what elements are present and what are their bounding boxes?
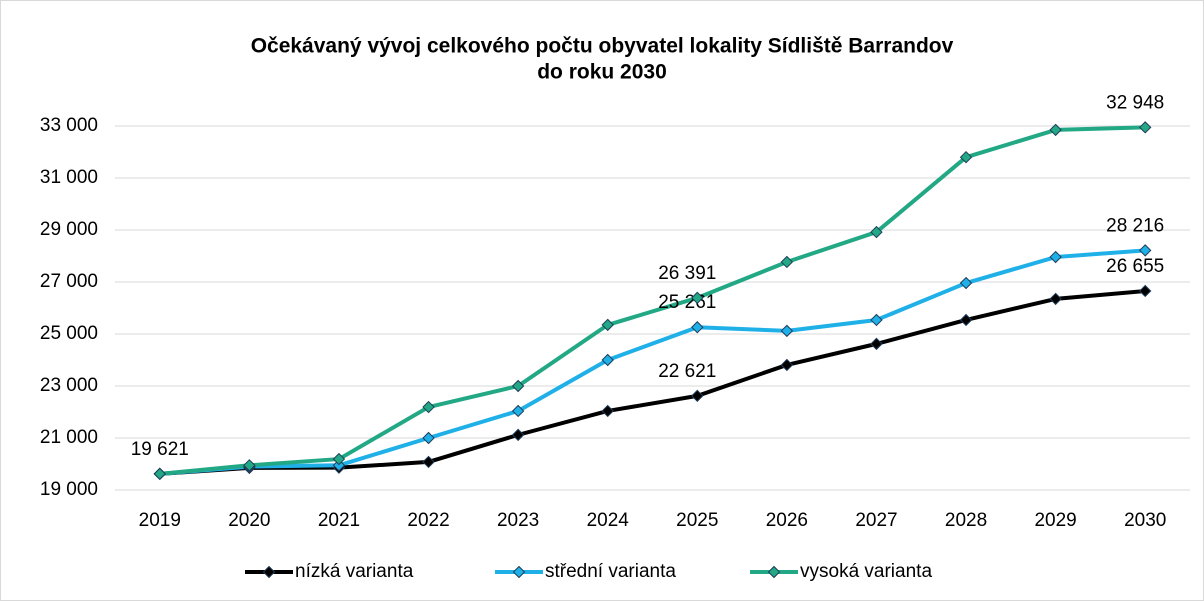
data-point [511, 428, 525, 442]
x-tick-label: 2024 [587, 510, 630, 531]
data-point [1049, 250, 1062, 264]
data-point [780, 324, 794, 338]
data-point [511, 379, 525, 393]
x-tick-label: 2021 [318, 510, 360, 531]
data-point [780, 255, 794, 269]
data-label: 26 391 [658, 263, 716, 284]
data-point [870, 225, 883, 239]
y-tick-label: 19 000 [40, 479, 98, 500]
data-point [332, 452, 346, 466]
y-tick-label: 33 000 [40, 115, 98, 136]
x-tick-label: 2027 [855, 510, 897, 531]
data-label: 22 621 [658, 361, 716, 382]
x-tick-label: 2026 [766, 510, 808, 531]
data-point [422, 455, 435, 469]
data-point [691, 389, 704, 403]
data-point [1049, 292, 1062, 306]
x-tick-label: 2028 [945, 510, 987, 531]
legend-marker [767, 565, 781, 579]
data-point [243, 459, 256, 472]
x-tick-label: 2019 [139, 510, 181, 531]
data-label: 25 261 [658, 292, 716, 313]
data-point [601, 404, 614, 418]
data-point [780, 358, 794, 372]
data-label: 26 655 [1106, 256, 1164, 277]
legend-label: nízká varianta [295, 561, 414, 582]
data-label: 19 621 [131, 439, 189, 460]
x-tick-label: 2025 [676, 510, 718, 531]
data-label: 28 216 [1106, 215, 1164, 236]
data-point [422, 400, 435, 414]
x-tick-label: 2029 [1034, 510, 1076, 531]
data-point [870, 313, 883, 327]
data-point [959, 150, 973, 164]
y-tick-label: 21 000 [40, 427, 98, 448]
data-point [332, 459, 346, 472]
series-line [159, 288, 1146, 476]
x-tick-label: 2030 [1124, 510, 1166, 531]
x-tick-label: 2022 [407, 510, 449, 531]
chart-title: do roku 2030 [537, 61, 667, 84]
data-point [959, 313, 973, 327]
series-line [159, 248, 1146, 476]
chart-title: Očekávaný vývoj celkového počtu obyvatel… [251, 35, 954, 58]
legend-marker [262, 565, 276, 579]
x-tick-label: 2023 [497, 510, 539, 531]
data-point [511, 404, 525, 418]
data-point [1139, 284, 1152, 298]
data-point [153, 467, 166, 481]
legend-label: střední varianta [545, 561, 676, 582]
data-point [959, 276, 973, 290]
y-tick-label: 27 000 [40, 271, 98, 292]
data-point [1049, 123, 1062, 137]
legend-marker [512, 565, 526, 579]
data-point [870, 337, 883, 351]
legend-label: vysoká varianta [800, 561, 932, 582]
y-tick-label: 23 000 [40, 375, 98, 396]
y-tick-label: 31 000 [40, 167, 98, 188]
data-label: 32 948 [1106, 92, 1164, 113]
data-point [691, 291, 704, 305]
y-tick-label: 25 000 [40, 323, 98, 344]
series-line [159, 125, 1146, 476]
data-point [601, 353, 614, 367]
y-tick-label: 29 000 [40, 219, 98, 240]
data-point [1139, 121, 1152, 134]
data-point [422, 431, 435, 445]
data-point [1139, 244, 1152, 257]
x-tick-label: 2020 [228, 510, 270, 531]
data-point [691, 321, 704, 334]
data-point [601, 318, 614, 332]
